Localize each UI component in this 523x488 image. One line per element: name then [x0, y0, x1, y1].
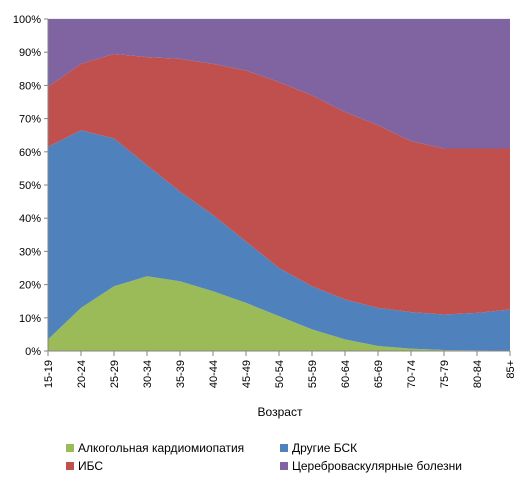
legend-label: Алкогольная кардиомиопатия	[78, 441, 244, 455]
x-tick-label: 25-29	[109, 360, 121, 388]
area-series-другие-бск	[48, 130, 510, 351]
y-tick-label: 50%	[19, 180, 41, 192]
x-tick-label: 50-54	[274, 360, 286, 388]
area-series-цереброваскулярные-болезни	[48, 19, 510, 149]
x-tick-label: 55-59	[307, 360, 319, 388]
legend-label: Цереброваскулярные болезни	[292, 459, 462, 473]
legend-swatch	[280, 462, 288, 470]
y-tick-label: 100%	[13, 14, 41, 26]
x-tick-label: 85+	[505, 360, 517, 379]
area-series-алкогольная-кардиомиопатия	[48, 276, 510, 351]
legend-swatch	[280, 444, 288, 452]
y-tick-label: 10%	[19, 313, 41, 325]
legend-label: ИБС	[78, 459, 103, 473]
y-tick-label: 30%	[19, 246, 41, 258]
y-tick-label: 40%	[19, 213, 41, 225]
x-tick-label: 20-24	[76, 360, 88, 388]
y-tick-label: 80%	[19, 80, 41, 92]
legend-label: Другие БСК	[292, 441, 357, 455]
area-series-ибс	[48, 53, 510, 315]
y-tick-label: 90%	[19, 47, 41, 59]
x-axis-title: Возраст	[258, 405, 303, 419]
x-tick-label: 30-34	[142, 360, 154, 388]
x-tick-label: 60-64	[340, 360, 352, 388]
area-series	[48, 19, 510, 351]
legend: Алкогольная кардиомиопатия Другие БСК ИБС Ц…	[66, 441, 462, 473]
y-tick-label: 70%	[19, 114, 41, 126]
x-tick-label: 15-19	[43, 360, 55, 388]
x-tick-label: 75-79	[439, 360, 451, 388]
y-tick-label: 60%	[19, 147, 41, 159]
x-tick-label: 45-49	[241, 360, 253, 388]
x-tick-label: 65-69	[373, 360, 385, 388]
y-axis-ticks: 0% 10% 20% 30% 40% 50% 60% 70% 80% 90% 100%	[13, 14, 48, 358]
legend-swatch	[66, 444, 74, 452]
x-axis-ticks: 15-19 20-24 25-29 30-34 35-39 40-44 45-49 50-54…	[43, 351, 517, 388]
y-tick-label: 0%	[25, 346, 41, 358]
y-tick-label: 20%	[19, 280, 41, 292]
legend-swatch	[66, 462, 74, 470]
x-tick-label: 35-39	[175, 360, 187, 388]
x-tick-label: 70-74	[406, 360, 418, 388]
x-tick-label: 40-44	[208, 360, 220, 388]
x-tick-label: 80-84	[472, 360, 484, 388]
